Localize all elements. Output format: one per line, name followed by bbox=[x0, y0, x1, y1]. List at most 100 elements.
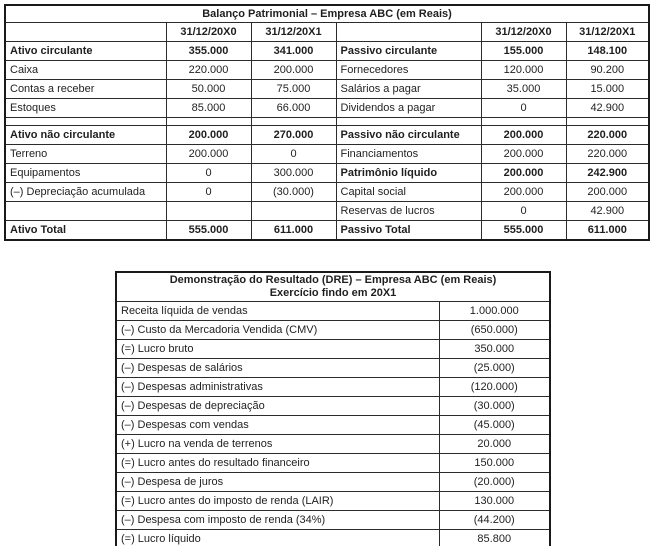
row-label: (=) Lucro antes do imposto de renda (LAI… bbox=[115, 491, 440, 511]
table-row: (=) Lucro antes do imposto de renda (LAI… bbox=[115, 491, 551, 511]
table-row: (–) Despesas administrativas (120.000) bbox=[115, 377, 551, 397]
row-label: Passivo não circulante bbox=[335, 125, 482, 145]
row-label: Passivo Total bbox=[335, 220, 482, 241]
row-value: 341.000 bbox=[250, 41, 337, 61]
row-label: Ativo Total bbox=[4, 220, 167, 241]
table-row: Caixa 220.000 200.000 Fornecedores 120.0… bbox=[4, 60, 650, 80]
row-label: (=) Lucro bruto bbox=[115, 339, 440, 359]
table-row: Contas a receber 50.000 75.000 Salários … bbox=[4, 79, 650, 99]
table-row: Ativo Total 555.000 611.000 Passivo Tota… bbox=[4, 220, 650, 241]
row-label: Contas a receber bbox=[4, 79, 167, 99]
row-value: 242.900 bbox=[565, 163, 650, 183]
row-value: 200.000 bbox=[480, 163, 567, 183]
row-label: Passivo circulante bbox=[335, 41, 482, 61]
row-label: Terreno bbox=[4, 144, 167, 164]
row-value: (650.000) bbox=[438, 320, 551, 340]
row-value: 0 bbox=[165, 163, 252, 183]
row-label: Equipamentos bbox=[4, 163, 167, 183]
row-value: 0 bbox=[250, 144, 337, 164]
income-statement-table: Demonstração do Resultado (DRE) – Empres… bbox=[115, 271, 551, 546]
row-value: 20.000 bbox=[438, 434, 551, 454]
income-statement-title: Demonstração do Resultado (DRE) – Empres… bbox=[115, 271, 551, 302]
table-row: (–) Despesas de salários (25.000) bbox=[115, 358, 551, 378]
row-value: 200.000 bbox=[250, 60, 337, 80]
row-value: 200.000 bbox=[480, 182, 567, 202]
row-value: 300.000 bbox=[250, 163, 337, 183]
row-value: 35.000 bbox=[480, 79, 567, 99]
header-left-20x0: 31/12/20X0 bbox=[165, 22, 252, 42]
row-value: 555.000 bbox=[165, 220, 252, 241]
row-label: Reservas de lucros bbox=[335, 201, 482, 221]
table-row: Reservas de lucros 0 42.900 bbox=[4, 201, 650, 221]
balance-sheet-title: Balanço Patrimonial – Empresa ABC (em Re… bbox=[4, 4, 650, 23]
row-value: 0 bbox=[165, 182, 252, 202]
balance-sheet-table: Balanço Patrimonial – Empresa ABC (em Re… bbox=[4, 4, 651, 241]
table-row: (=) Lucro bruto 350.000 bbox=[115, 339, 551, 359]
table-row: (+) Lucro na venda de terrenos 20.000 bbox=[115, 434, 551, 454]
table-row: Equipamentos 0 300.000 Patrimônio líquid… bbox=[4, 163, 650, 183]
balance-sheet-title-row: Balanço Patrimonial – Empresa ABC (em Re… bbox=[4, 4, 650, 23]
header-right-20x1: 31/12/20X1 bbox=[565, 22, 650, 42]
row-label: Ativo não circulante bbox=[4, 125, 167, 145]
row-label: Estoques bbox=[4, 98, 167, 118]
row-value bbox=[250, 201, 337, 221]
table-row: (=) Lucro líquido 85.800 bbox=[115, 529, 551, 546]
row-value: (44.200) bbox=[438, 510, 551, 530]
table-row: Receita líquida de vendas 1.000.000 bbox=[115, 301, 551, 321]
row-value: 200.000 bbox=[565, 182, 650, 202]
row-value: 1.000.000 bbox=[438, 301, 551, 321]
row-label: (–) Despesas administrativas bbox=[115, 377, 440, 397]
income-statement-title-row: Demonstração do Resultado (DRE) – Empres… bbox=[115, 271, 551, 302]
row-value: 200.000 bbox=[480, 125, 567, 145]
row-label: Salários a pagar bbox=[335, 79, 482, 99]
row-label: (=) Lucro antes do resultado financeiro bbox=[115, 453, 440, 473]
row-value: 75.000 bbox=[250, 79, 337, 99]
balance-sheet-header-row: 31/12/20X0 31/12/20X1 31/12/20X0 31/12/2… bbox=[4, 22, 650, 42]
row-value: (25.000) bbox=[438, 358, 551, 378]
row-value: 150.000 bbox=[438, 453, 551, 473]
table-row: (–) Custo da Mercadoria Vendida (CMV) (6… bbox=[115, 320, 551, 340]
row-value: 350.000 bbox=[438, 339, 551, 359]
row-label: (–) Despesas com vendas bbox=[115, 415, 440, 435]
header-empty-right bbox=[335, 22, 482, 42]
row-label: (–) Depreciação acumulada bbox=[4, 182, 167, 202]
income-statement-title-line1: Demonstração do Resultado (DRE) – Empres… bbox=[169, 274, 497, 286]
row-value: (45.000) bbox=[438, 415, 551, 435]
row-value bbox=[165, 201, 252, 221]
income-statement-title-line2: Exercício findo em 20X1 bbox=[269, 287, 397, 299]
table-row: Terreno 200.000 0 Financiamentos 200.000… bbox=[4, 144, 650, 164]
row-value: 200.000 bbox=[480, 144, 567, 164]
row-value: 15.000 bbox=[565, 79, 650, 99]
row-value: 270.000 bbox=[250, 125, 337, 145]
row-value: 85.800 bbox=[438, 529, 551, 546]
row-value: 155.000 bbox=[480, 41, 567, 61]
row-label: Capital social bbox=[335, 182, 482, 202]
row-value: 220.000 bbox=[165, 60, 252, 80]
header-left-20x1: 31/12/20X1 bbox=[250, 22, 337, 42]
row-label: (–) Custo da Mercadoria Vendida (CMV) bbox=[115, 320, 440, 340]
row-label: (–) Despesas de salários bbox=[115, 358, 440, 378]
table-row: Estoques 85.000 66.000 Dividendos a paga… bbox=[4, 98, 650, 118]
row-label: Dividendos a pagar bbox=[335, 98, 482, 118]
row-value: (30.000) bbox=[250, 182, 337, 202]
row-label: Caixa bbox=[4, 60, 167, 80]
row-label: (–) Despesa com imposto de renda (34%) bbox=[115, 510, 440, 530]
row-value: (20.000) bbox=[438, 472, 551, 492]
row-value: 0 bbox=[480, 98, 567, 118]
table-row: (–) Despesa com imposto de renda (34%) (… bbox=[115, 510, 551, 530]
spacer-row bbox=[4, 117, 650, 126]
row-value: 42.900 bbox=[565, 201, 650, 221]
row-value: 200.000 bbox=[165, 125, 252, 145]
row-value: 611.000 bbox=[565, 220, 650, 241]
row-value: 85.000 bbox=[165, 98, 252, 118]
row-value: (120.000) bbox=[438, 377, 551, 397]
row-label: Ativo circulante bbox=[4, 41, 167, 61]
row-value: 355.000 bbox=[165, 41, 252, 61]
table-row: Ativo não circulante 200.000 270.000 Pas… bbox=[4, 125, 650, 145]
row-label: (–) Despesas de depreciação bbox=[115, 396, 440, 416]
row-label: (=) Lucro líquido bbox=[115, 529, 440, 546]
row-value: 120.000 bbox=[480, 60, 567, 80]
table-row: (–) Despesas com vendas (45.000) bbox=[115, 415, 551, 435]
row-label: (–) Despesa de juros bbox=[115, 472, 440, 492]
